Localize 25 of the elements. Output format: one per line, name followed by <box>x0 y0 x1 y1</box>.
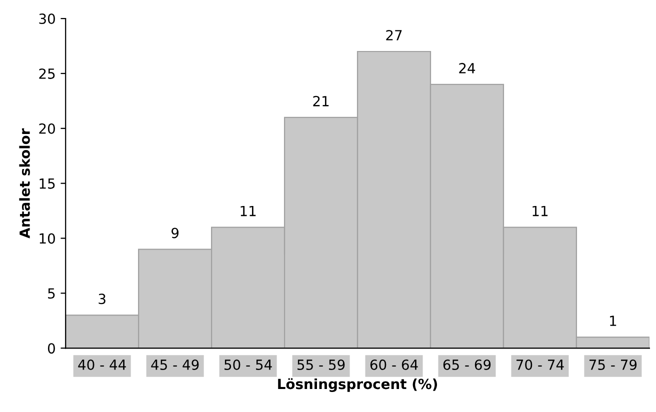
data-label: 9 <box>172 228 179 238</box>
data-label: 21 <box>313 96 329 106</box>
y-tick-label: 25 <box>39 68 55 79</box>
y-tick-label: 15 <box>40 178 55 189</box>
y-tick-label: 0 <box>48 343 55 354</box>
x-tick-label: 40 - 44 <box>78 359 126 370</box>
y-axis-title: Antalet skolor <box>19 128 30 238</box>
y-tick-label: 30 <box>39 14 55 24</box>
y-tick-label: 10 <box>40 233 55 244</box>
x-tick-label: 70 - 74 <box>516 359 564 370</box>
data-label: 3 <box>98 294 106 304</box>
data-label: 27 <box>386 30 402 40</box>
data-label: 1 <box>610 316 616 326</box>
x-tick-label: 65 - 69 <box>443 359 491 370</box>
x-tick-label: 45 - 49 <box>151 359 199 370</box>
data-label: 11 <box>532 206 548 216</box>
x-axis-title: Lösningsprocent (%) <box>278 378 438 392</box>
data-label: 24 <box>459 62 476 74</box>
x-tick-label: 50 - 54 <box>224 359 272 370</box>
y-tick-label: 5 <box>48 288 55 299</box>
data-label: 11 <box>240 206 256 216</box>
x-tick-label: 55 - 59 <box>298 359 345 370</box>
x-tick-label: 75 - 79 <box>589 359 637 370</box>
y-tick-label: 20 <box>39 123 55 134</box>
x-tick-label: 60 - 64 <box>370 359 418 370</box>
